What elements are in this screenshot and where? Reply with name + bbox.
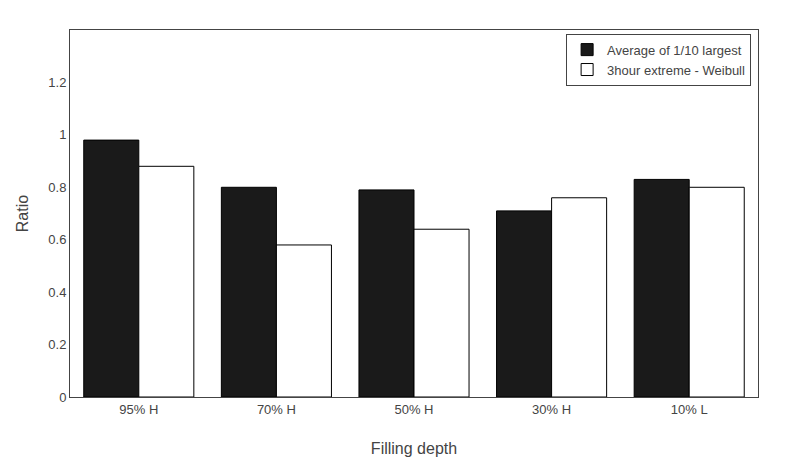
svg-text:1.2: 1.2 xyxy=(48,75,66,90)
svg-text:0: 0 xyxy=(59,390,66,405)
svg-text:1: 1 xyxy=(59,127,66,142)
svg-text:0.2: 0.2 xyxy=(48,337,66,352)
svg-text:30% H: 30% H xyxy=(532,402,571,417)
svg-text:Average of 1/10 largest: Average of 1/10 largest xyxy=(607,43,742,58)
svg-text:0.8: 0.8 xyxy=(48,180,66,195)
svg-text:95% H: 95% H xyxy=(119,402,158,417)
svg-text:Filling depth: Filling depth xyxy=(371,440,457,457)
svg-text:10% L: 10% L xyxy=(671,402,708,417)
svg-text:50% H: 50% H xyxy=(394,402,433,417)
svg-text:3hour extreme - Weibull: 3hour extreme - Weibull xyxy=(607,63,745,78)
svg-text:0.4: 0.4 xyxy=(48,285,66,300)
svg-text:Ratio: Ratio xyxy=(14,195,31,232)
svg-text:70% H: 70% H xyxy=(257,402,296,417)
svg-text:0.6: 0.6 xyxy=(48,232,66,247)
